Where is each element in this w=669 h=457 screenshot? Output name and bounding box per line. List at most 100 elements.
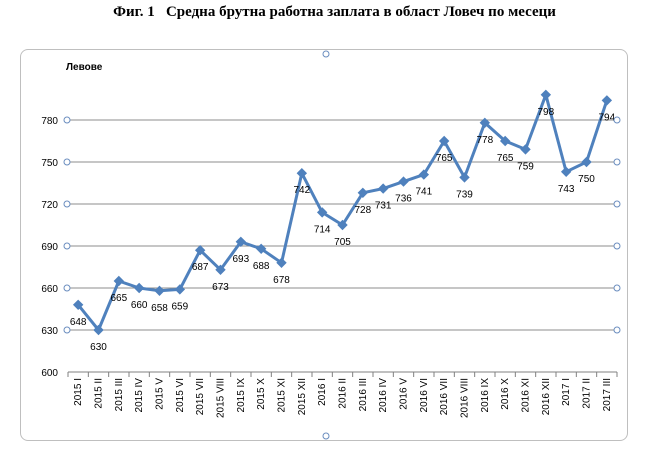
data-label: 658: [151, 303, 168, 314]
resize-handle[interactable]: [613, 242, 621, 250]
data-point: [438, 135, 450, 147]
y-tick-label: 690: [41, 242, 58, 253]
x-tick-label: 2015 XI: [277, 378, 288, 412]
x-tick-label: 2016 XI: [521, 378, 532, 412]
x-tick-label: 2017 I: [561, 378, 572, 406]
data-label: 739: [456, 189, 473, 200]
x-tick-label: 2017 III: [602, 378, 613, 411]
data-point: [377, 183, 389, 194]
resize-handle[interactable]: [63, 200, 71, 208]
data-label: 705: [334, 237, 351, 248]
y-tick-label: 660: [41, 284, 58, 295]
data-point: [215, 264, 226, 276]
x-tick-label: 2016 VII: [439, 378, 450, 415]
data-point: [479, 117, 491, 129]
x-tick-label: 2016 XII: [541, 378, 552, 415]
data-point: [296, 167, 308, 179]
figure-title: Фиг. 1 Средна брутна работна заплата в о…: [113, 4, 556, 20]
resize-handle[interactable]: [613, 158, 621, 166]
resize-handle[interactable]: [613, 284, 621, 292]
data-label: 736: [395, 194, 412, 205]
data-point: [174, 284, 186, 295]
x-tick-label: 2015 VIII: [216, 378, 227, 418]
data-point: [72, 299, 84, 311]
series: [72, 89, 613, 336]
resize-handle[interactable]: [322, 50, 330, 58]
plot-area-handles: [63, 50, 621, 440]
data-point: [581, 156, 592, 168]
resize-handle[interactable]: [63, 116, 71, 124]
resize-handle[interactable]: [613, 116, 621, 124]
x-tick-label: 2015 III: [114, 378, 125, 411]
x-tick-label: 2015 I: [73, 378, 84, 406]
x-tick-label: 2015 VII: [195, 378, 206, 415]
data-label: 728: [354, 205, 371, 216]
resize-handle[interactable]: [63, 284, 71, 292]
y-axis-label: Левове: [66, 62, 103, 73]
x-tick-label: 2015 XII: [297, 378, 308, 415]
x-tick-label: 2016 X: [500, 378, 511, 410]
data-label: 659: [171, 301, 188, 312]
data-point: [255, 243, 267, 255]
resize-handle[interactable]: [613, 326, 621, 334]
x-tick-label: 2016 III: [358, 378, 369, 411]
data-point: [540, 89, 552, 101]
x-tick-label: 2015 IX: [236, 378, 247, 413]
data-point: [235, 236, 247, 248]
data-label: 660: [131, 300, 148, 311]
data-label: 693: [232, 254, 249, 265]
y-tick-label: 780: [41, 116, 58, 127]
data-point: [194, 244, 206, 256]
data-point: [459, 172, 470, 183]
x-tick-label: 2016 IX: [480, 378, 491, 413]
resize-handle[interactable]: [613, 200, 621, 208]
x-tick-label: 2015 X: [256, 378, 267, 410]
resize-handle[interactable]: [322, 432, 330, 440]
data-point: [560, 166, 572, 178]
data-label: 648: [70, 317, 87, 328]
data-label: 794: [598, 112, 615, 123]
x-tick-label: 2016 VIII: [460, 378, 471, 418]
data-point: [520, 144, 531, 155]
data-label: 759: [517, 161, 534, 172]
data-label: 673: [212, 282, 229, 293]
x-tick-label: 2015 VI: [175, 378, 186, 412]
data-label: 798: [537, 107, 554, 118]
data-label: 665: [110, 293, 127, 304]
data-point: [499, 135, 511, 147]
data-point: [357, 187, 369, 199]
x-tick-label: 2016 IV: [378, 378, 389, 413]
data-label: 741: [415, 187, 432, 198]
data-point: [276, 257, 287, 269]
data-label: 714: [314, 224, 331, 235]
x-tick-label: 2015 II: [94, 378, 105, 409]
data-point: [418, 169, 430, 180]
resize-handle[interactable]: [63, 326, 71, 334]
data-label: 630: [90, 342, 107, 353]
data-point: [113, 275, 125, 287]
y-tick-label: 750: [41, 158, 58, 169]
gridlines: [68, 119, 617, 373]
y-axis: 600 630 660 690 720 750 780: [41, 116, 58, 379]
data-point: [398, 176, 409, 187]
resize-handle[interactable]: [63, 242, 71, 250]
resize-handle[interactable]: [63, 158, 71, 166]
x-tick-label: 2015 V: [155, 378, 166, 410]
data-label: 765: [436, 153, 453, 164]
x-tick-label: 2016 VI: [419, 378, 430, 412]
x-axis: 2015 I 2015 II 2015 III 2015 IV 2015 V 2015 V…: [67, 372, 618, 418]
data-point: [93, 324, 104, 336]
data-label: 687: [192, 262, 209, 273]
data-label: 750: [578, 174, 595, 185]
x-tick-label: 2015 IV: [134, 378, 145, 413]
data-label: 731: [375, 201, 392, 212]
data-label: 765: [497, 153, 514, 164]
data-label: 743: [558, 184, 575, 195]
y-tick-label: 600: [41, 368, 58, 379]
data-label: 678: [273, 275, 290, 286]
x-tick-label: 2016 V: [399, 378, 410, 410]
data-point: [601, 95, 613, 106]
x-tick-label: 2016 I: [317, 378, 328, 406]
